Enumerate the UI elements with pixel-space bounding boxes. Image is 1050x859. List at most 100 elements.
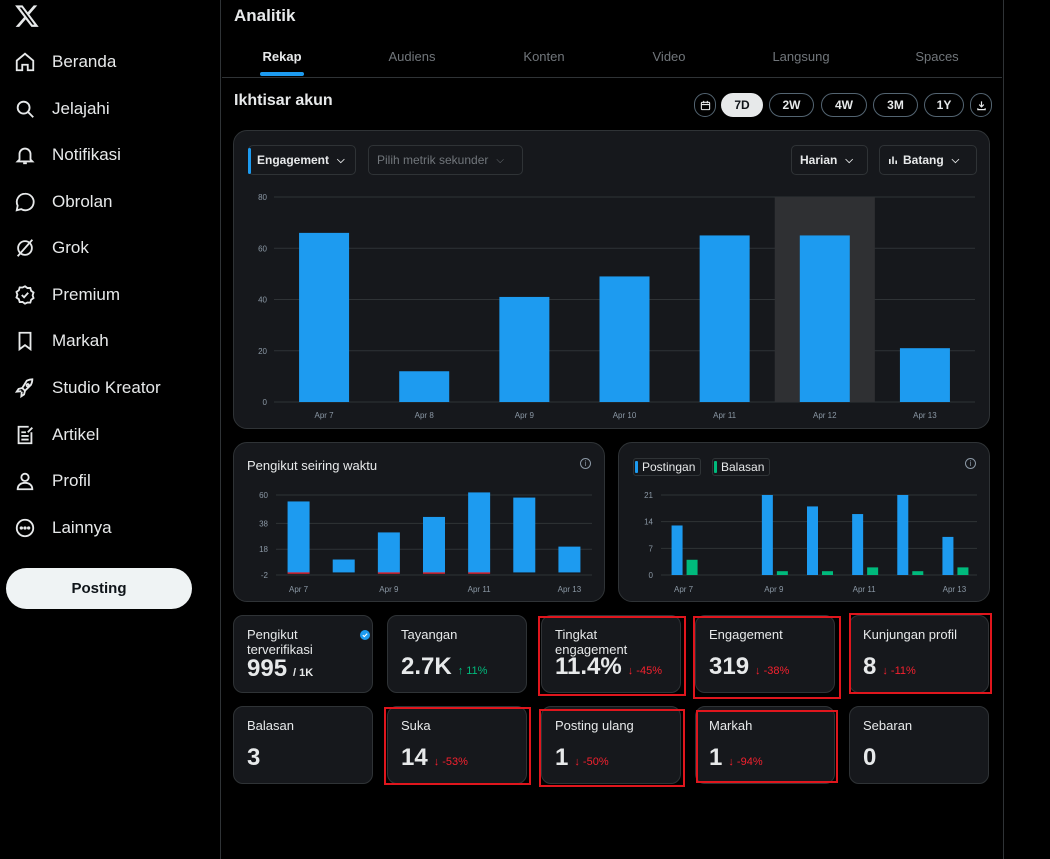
tab-audiens[interactable]: Audiens bbox=[388, 49, 436, 64]
bar bbox=[513, 497, 536, 573]
stat-label: Engagement bbox=[709, 627, 783, 642]
sidebar-item-label: Markah bbox=[52, 331, 109, 350]
stat-card-verified-followers[interactable]: Pengikut terverifikasi 995 / 1K bbox=[233, 615, 373, 693]
stat-label: Tingkat engagement bbox=[555, 627, 628, 657]
stat-card-shares[interactable]: Sebaran 0 bbox=[849, 706, 989, 784]
sidebar-item-obrolan[interactable]: Obrolan bbox=[14, 187, 112, 217]
bell-icon bbox=[15, 147, 35, 165]
info-icon[interactable]: i bbox=[580, 458, 591, 469]
x-tick-label: Apr 12 bbox=[813, 411, 837, 420]
y-tick-label: 38 bbox=[259, 519, 268, 528]
y-tick-label: 60 bbox=[258, 244, 267, 253]
legend-postingan[interactable]: Postingan bbox=[633, 458, 702, 476]
calendar-button[interactable] bbox=[694, 93, 716, 117]
sidebar-item-markah[interactable]: Markah bbox=[14, 326, 109, 356]
bar bbox=[852, 514, 864, 575]
tab-konten[interactable]: Konten bbox=[523, 49, 565, 64]
person-icon bbox=[16, 472, 34, 491]
stat-delta: ↓ -53% bbox=[433, 756, 468, 768]
annotation-box bbox=[384, 707, 531, 785]
followers-chart-panel: Pengikut seiring waktu i -2 18 38 60 Apr 7 Ap… bbox=[233, 442, 605, 602]
tab-video[interactable]: Video bbox=[652, 49, 686, 64]
stat-label: Sebaran bbox=[863, 718, 913, 733]
sidebar-item-jelajahi[interactable]: Jelajahi bbox=[14, 94, 110, 124]
premium-icon bbox=[15, 285, 35, 305]
stat-label: Markah bbox=[709, 718, 753, 733]
chevron-down-icon: ⌵ bbox=[337, 154, 345, 166]
x-tick-label: Apr 11 bbox=[713, 411, 737, 420]
download-button[interactable] bbox=[970, 93, 992, 117]
range-4w[interactable]: 4W bbox=[821, 93, 867, 117]
range-1y[interactable]: 1Y bbox=[924, 93, 964, 117]
secondary-metric-select[interactable]: Pilih metrik sekunder ⌵ bbox=[368, 145, 523, 175]
tab-langsung[interactable]: Langsung bbox=[772, 49, 830, 64]
x-tick-label: Apr 9 bbox=[764, 585, 784, 594]
legend-balasan[interactable]: Balasan bbox=[712, 458, 771, 476]
chart-type-select[interactable]: Batang ⌵ bbox=[879, 145, 977, 175]
annotation-box bbox=[693, 616, 841, 699]
primary-metric-select[interactable]: Engagement ⌵ bbox=[248, 145, 356, 175]
sidebar-item-lainnya[interactable]: Lainnya bbox=[14, 513, 112, 543]
info-icon[interactable]: i bbox=[965, 458, 976, 469]
stat-card-engagement-rate[interactable]: Tingkat engagement 11.4% ↓ -45% bbox=[541, 615, 681, 693]
stat-delta: ↓ -45% bbox=[627, 665, 662, 677]
bar bbox=[671, 525, 683, 575]
interval-select[interactable]: Harian ⌵ bbox=[791, 145, 868, 175]
stat-delta: ↓ -11% bbox=[882, 665, 916, 677]
stat-card-replies[interactable]: Balasan 3 bbox=[233, 706, 373, 784]
tab-spaces[interactable]: Spaces bbox=[915, 49, 959, 64]
grok-icon bbox=[16, 239, 34, 257]
stat-label: Kunjungan profil bbox=[863, 627, 957, 642]
bar bbox=[423, 572, 445, 574]
tab-rekap[interactable]: Rekap bbox=[262, 49, 302, 64]
stat-label: Pengikut terverifikasi bbox=[247, 627, 313, 657]
stat-value: 8 ↓ -11% bbox=[863, 653, 916, 681]
stat-number: 319 bbox=[709, 653, 750, 680]
stat-value: 1 ↓ -50% bbox=[555, 744, 609, 772]
engagement-bar-chart: 0 20 40 60 80 Apr 7 Apr 8 Apr 9 Apr 10 Apr 11 Apr … bbox=[258, 193, 975, 420]
range-2w[interactable]: 2W bbox=[769, 93, 814, 117]
range-3m[interactable]: 3M bbox=[873, 93, 918, 117]
stat-card-engagements[interactable]: Engagement 319 ↓ -38% bbox=[695, 615, 835, 693]
x-tick-label: Apr 13 bbox=[558, 585, 582, 594]
range-7d[interactable]: 7D bbox=[721, 93, 763, 117]
bar bbox=[299, 232, 350, 402]
sidebar-item-studio-kreator[interactable]: Studio Kreator bbox=[14, 373, 161, 403]
stat-card-reposts[interactable]: Posting ulang 1 ↓ -50% bbox=[541, 706, 681, 784]
download-icon bbox=[976, 100, 986, 110]
sidebar-item-notifikasi[interactable]: Notifikasi bbox=[14, 140, 121, 170]
post-button[interactable]: Posting bbox=[6, 568, 192, 609]
followers-chart-title: Pengikut seiring waktu bbox=[247, 458, 378, 473]
stat-label: Tayangan bbox=[401, 627, 458, 642]
annotation-box bbox=[539, 709, 685, 787]
stat-card-impressions[interactable]: Tayangan 2.7K ↑ 11% bbox=[387, 615, 527, 693]
sidebar-item-beranda[interactable]: Beranda bbox=[14, 47, 116, 77]
sidebar-item-premium[interactable]: Premium bbox=[14, 280, 120, 310]
y-tick-label: 20 bbox=[258, 347, 267, 356]
chevron-down-icon: ⌵ bbox=[496, 154, 504, 166]
more-icon bbox=[15, 518, 35, 538]
stat-card-likes[interactable]: Suka 14 ↓ -53% bbox=[387, 706, 527, 784]
stat-number: 14 bbox=[401, 744, 428, 771]
sidebar-item-label: Obrolan bbox=[52, 192, 113, 211]
search-icon bbox=[16, 100, 34, 118]
sidebar-item-profil[interactable]: Profil bbox=[14, 466, 91, 496]
annotation-box bbox=[849, 613, 992, 694]
x-tick-label: Apr 10 bbox=[613, 411, 637, 420]
interval-label: Harian bbox=[800, 153, 838, 167]
annotation-box bbox=[538, 616, 686, 696]
stat-value: 1 ↓ -94% bbox=[709, 744, 763, 772]
x-tick-label: Apr 11 bbox=[853, 585, 877, 594]
bar bbox=[912, 571, 924, 575]
sidebar-item-grok[interactable]: Grok bbox=[14, 233, 89, 263]
sidebar-item-label: Grok bbox=[52, 238, 89, 257]
x-logo-icon[interactable] bbox=[14, 3, 40, 29]
sidebar-item-artikel[interactable]: Artikel bbox=[14, 420, 99, 450]
bar bbox=[468, 572, 491, 574]
x-tick-label: Apr 7 bbox=[674, 585, 694, 594]
stat-value: 0 bbox=[863, 744, 876, 772]
stat-number: 2.7K bbox=[401, 653, 452, 680]
stat-card-bookmarks[interactable]: Markah 1 ↓ -94% bbox=[695, 706, 835, 784]
posts-chart-panel: Postingan Balasan i 0 7 14 21 Apr 7 Apr 9 Apr … bbox=[618, 442, 990, 602]
bar bbox=[957, 567, 969, 575]
